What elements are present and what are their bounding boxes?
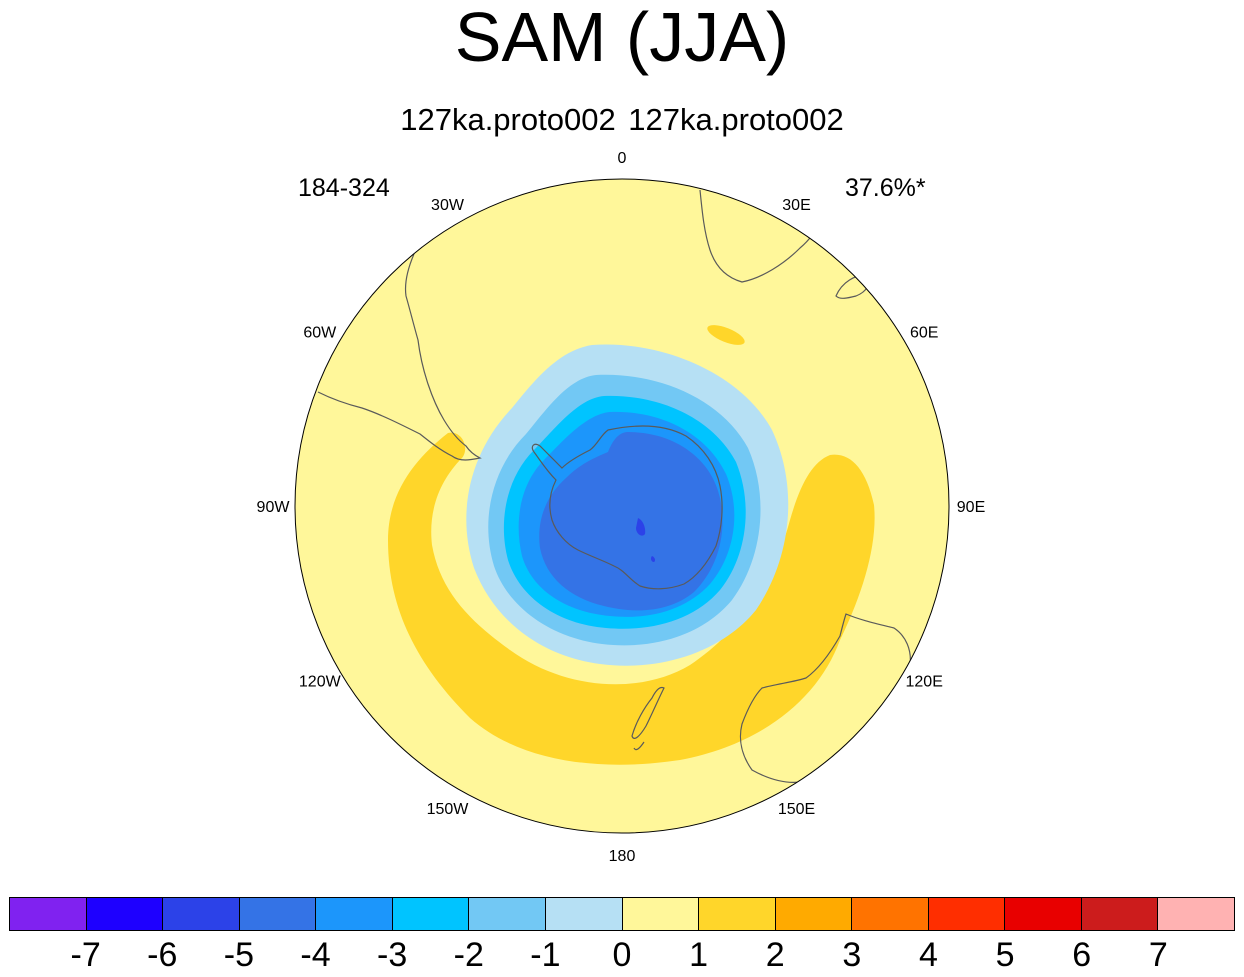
coast-africa <box>699 189 821 283</box>
colorbar-tick-label: -5 <box>223 936 254 974</box>
colorbar-segment <box>316 898 393 930</box>
longitude-labels: 0 30E 60E 90E 120E 150E 180 150W 120W 90W 60W 30W <box>257 150 986 865</box>
longitude-label: 150E <box>778 801 815 818</box>
colorbar-tick-label: -7 <box>70 936 101 974</box>
colorbar-segment <box>622 898 700 930</box>
colorbar-segment <box>775 898 853 930</box>
colorbar-segment <box>469 898 546 930</box>
explained-variance-label: 37.6%* <box>845 174 926 202</box>
colorbar-segment <box>1005 898 1082 930</box>
colorbar-tick-label: 0 <box>612 936 632 974</box>
colorbar-tick-label: 1 <box>689 936 709 974</box>
longitude-label: 120E <box>906 674 943 691</box>
longitude-label: 60E <box>910 325 938 342</box>
longitude-label: 0 <box>618 150 627 167</box>
colorbar-tick-label: 3 <box>842 936 862 974</box>
colorbar-tick-label: -1 <box>530 936 561 974</box>
colorbar-segment <box>10 898 87 930</box>
longitude-label: 60W <box>303 325 337 342</box>
colorbar-segment <box>1158 898 1234 930</box>
colorbar-tick-label: -6 <box>147 936 178 974</box>
longitude-label: 150W <box>427 801 470 818</box>
contour-fill-1-2 <box>388 432 875 765</box>
longitude-label: 180 <box>609 848 636 865</box>
year-range-label: 184-324 <box>298 174 390 202</box>
contour-fill-neg-4-5 <box>539 432 723 611</box>
colorbar-segment <box>163 898 240 930</box>
colorbar-segment <box>86 898 164 930</box>
colorbar-tick-label: 5 <box>995 936 1015 974</box>
colorbar-tick-label: -4 <box>300 936 331 974</box>
contour-fill-neg-5-6-b <box>650 556 656 562</box>
colorbar <box>9 897 1235 931</box>
longitude-label: 90W <box>257 499 291 516</box>
coast-antarctica <box>531 425 723 590</box>
colorbar-tick-label: -3 <box>377 936 408 974</box>
map-title: SAM (JJA) <box>454 0 790 76</box>
colorbar-tick-label: 2 <box>765 936 785 974</box>
coast-south-america <box>317 253 482 461</box>
colorbar-tick-label: 7 <box>1148 936 1168 974</box>
map-boundary <box>294 178 950 834</box>
longitude-label: 90E <box>957 499 985 516</box>
longitude-label: 120W <box>299 674 342 691</box>
colorbar-segment <box>239 898 317 930</box>
coast-australia <box>739 613 911 783</box>
colorbar-segment <box>1081 898 1159 930</box>
colorbar-segment <box>392 898 470 930</box>
colorbar-tick-label: 4 <box>919 936 938 974</box>
colorbar-tick-label: -2 <box>453 936 484 974</box>
colorbar-segment <box>928 898 1006 930</box>
contour-fill-neg-5-6 <box>636 518 646 536</box>
longitude-label: 30E <box>782 197 810 214</box>
colorbar-segment <box>852 898 929 930</box>
colorbar-tick-label: 6 <box>1072 936 1092 974</box>
contour-fill-small-patch <box>707 325 745 345</box>
longitude-label: 30W <box>431 197 465 214</box>
coast-new-zealand <box>631 686 665 751</box>
map-subtitle: 127ka.proto002 127ka.proto002 <box>400 102 844 137</box>
colorbar-labels: -7 -6 -5 -4 -3 -2 -1 0 1 2 3 4 5 6 7 <box>9 935 1235 975</box>
field-contours <box>295 179 949 833</box>
colorbar-segment <box>699 898 776 930</box>
colorbar-segment <box>545 898 623 930</box>
